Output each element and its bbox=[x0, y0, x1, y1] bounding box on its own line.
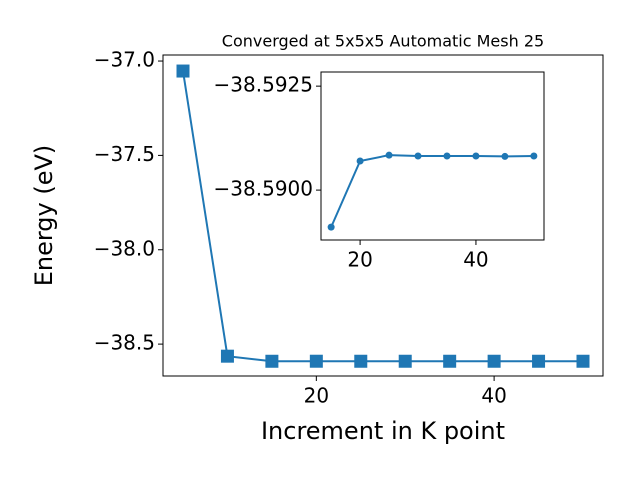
x-axis-label: Increment in K point bbox=[261, 417, 505, 445]
y-tick-label: −38.5925 bbox=[214, 73, 313, 97]
marker bbox=[220, 349, 234, 363]
data-line bbox=[182, 70, 584, 363]
y-tick-label: −37.5 bbox=[94, 142, 155, 166]
marker bbox=[501, 152, 509, 160]
y-axis-label: Energy (eV) bbox=[30, 145, 58, 287]
marker bbox=[472, 152, 480, 160]
marker bbox=[356, 157, 364, 165]
marker bbox=[398, 354, 412, 368]
y-tick-label: −38.0 bbox=[94, 236, 155, 260]
marker bbox=[265, 354, 279, 368]
plot-frame bbox=[320, 71, 545, 241]
y-tick-label: −38.5 bbox=[94, 331, 155, 355]
marker bbox=[354, 354, 368, 368]
marker bbox=[487, 354, 501, 368]
marker bbox=[443, 152, 451, 160]
marker bbox=[414, 152, 422, 160]
y-tick-label: −37.0 bbox=[94, 48, 155, 72]
x-tick-label: 40 bbox=[481, 384, 506, 408]
marker bbox=[327, 223, 335, 231]
x-tick-label: 20 bbox=[347, 248, 372, 272]
marker bbox=[530, 152, 538, 160]
marker bbox=[443, 354, 457, 368]
x-tick-label: 20 bbox=[304, 384, 329, 408]
marker bbox=[532, 354, 546, 368]
plot-frame bbox=[162, 54, 604, 377]
marker bbox=[309, 354, 323, 368]
marker bbox=[385, 151, 393, 159]
data-line bbox=[330, 154, 534, 228]
y-tick-label: −38.5900 bbox=[214, 177, 313, 201]
chart-title: Converged at 5x5x5 Automatic Mesh 25 bbox=[222, 32, 544, 51]
marker bbox=[176, 64, 190, 78]
x-tick-label: 40 bbox=[463, 248, 488, 272]
marker bbox=[576, 354, 590, 368]
